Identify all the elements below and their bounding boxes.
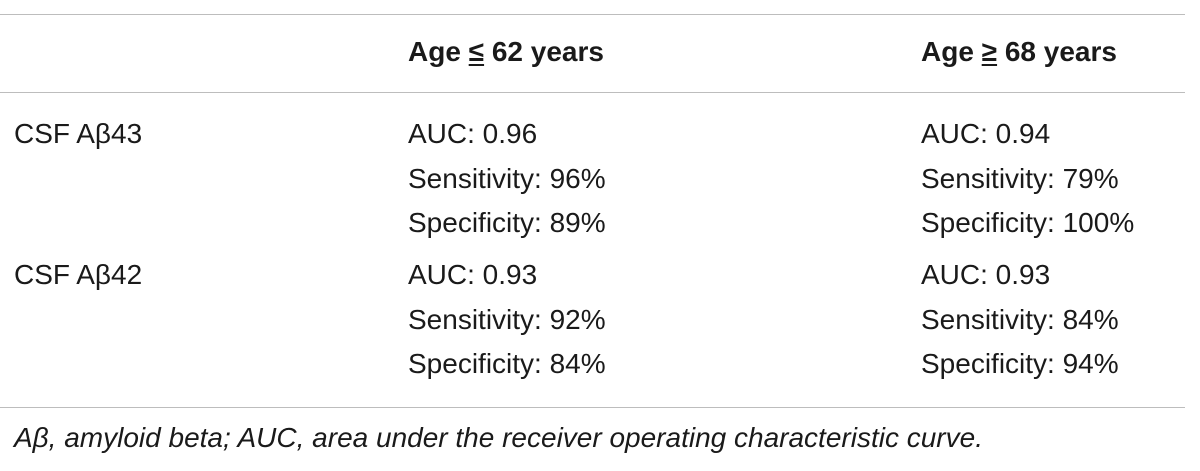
table-header-rule <box>0 92 1185 93</box>
sensitivity-value: Sensitivity: 92% <box>408 303 606 335</box>
table-cell: AUC: 0.93 Sensitivity: 92% Specificity: … <box>408 253 606 387</box>
auc-value: AUC: 0.96 <box>408 118 538 149</box>
row-label-csf-ab42: CSF Aβ42 <box>14 259 143 290</box>
header-symbol: ≤ <box>468 36 485 67</box>
sensitivity-value: Sensitivity: 84% <box>921 303 1119 335</box>
table-cell: AUC: 0.93 Sensitivity: 84% Specificity: … <box>921 253 1119 387</box>
table-bottom-rule <box>0 407 1185 408</box>
header-symbol: ≥ <box>981 36 998 67</box>
header-text: Age <box>408 36 469 67</box>
sensitivity-value: Sensitivity: 79% <box>921 162 1119 194</box>
table-footnote: Aβ, amyloid beta; AUC, area under the re… <box>14 422 983 453</box>
table-top-rule <box>0 14 1185 15</box>
auc-value: AUC: 0.93 <box>921 259 1051 290</box>
auc-value: AUC: 0.93 <box>408 259 538 290</box>
column-header-age-ge-68: Age ≥ 68 years <box>921 32 1117 72</box>
specificity-value: Specificity: 89% <box>408 207 606 238</box>
table-cell: AUC: 0.94 Sensitivity: 79% Specificity: … <box>921 112 1134 246</box>
specificity-value: Specificity: 84% <box>408 348 606 379</box>
header-text: Age <box>921 36 982 67</box>
header-text: 68 years <box>997 36 1117 67</box>
table-cell: AUC: 0.96 Sensitivity: 96% Specificity: … <box>408 112 606 246</box>
auc-value: AUC: 0.94 <box>921 118 1051 149</box>
specificity-value: Specificity: 94% <box>921 348 1119 379</box>
header-text: 62 years <box>484 36 604 67</box>
column-header-age-le-62: Age ≤ 62 years <box>408 32 604 72</box>
sensitivity-value: Sensitivity: 96% <box>408 162 606 194</box>
specificity-value: Specificity: 100% <box>921 207 1135 238</box>
row-label-csf-ab43: CSF Aβ43 <box>14 118 143 149</box>
